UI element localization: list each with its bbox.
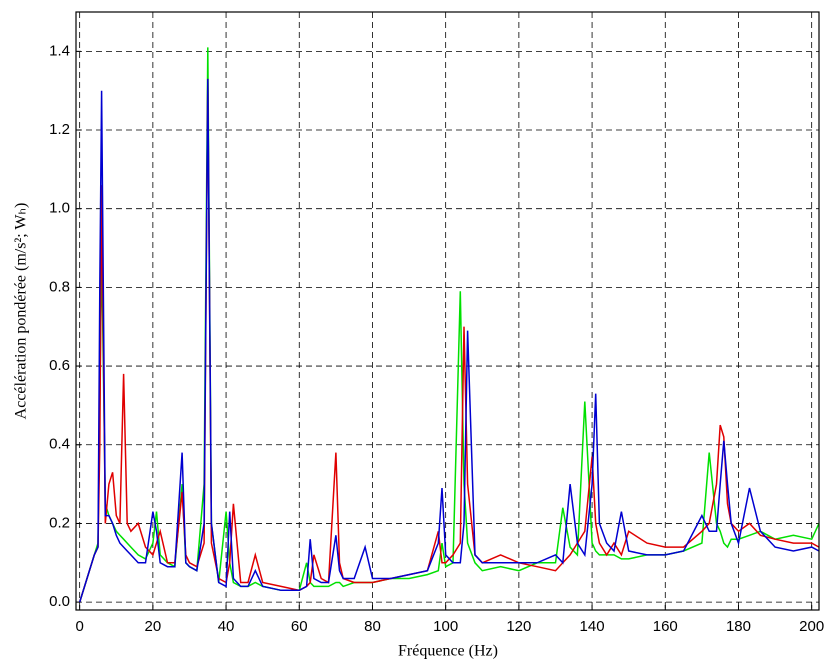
x-tick-label: 140 <box>580 618 605 635</box>
y-tick-label: 1.2 <box>49 121 70 138</box>
y-tick-label: 1.4 <box>49 42 70 59</box>
x-tick-label: 120 <box>506 618 531 635</box>
x-axis-title: Fréquence (Hz) <box>398 643 498 660</box>
plot-frame <box>75 11 820 611</box>
x-tick-label: 60 <box>291 618 308 635</box>
x-tick-label: 20 <box>145 618 162 635</box>
x-tick-label: 0 <box>75 618 83 635</box>
data-line <box>78 78 820 603</box>
x-tick-label: 200 <box>799 618 824 635</box>
y-tick-label: 1.0 <box>49 200 70 217</box>
y-axis-title: Accélération pondérée (m/s²; Wₕ) <box>13 203 30 420</box>
y-tick-label: 0.2 <box>49 514 70 531</box>
y-tick-label: 0.4 <box>49 436 70 453</box>
y-tick-label: 0.0 <box>49 593 70 610</box>
y-tick-label: 0.8 <box>49 278 70 295</box>
y-tick-label: 0.6 <box>49 357 70 374</box>
x-tick-label: 160 <box>653 618 678 635</box>
x-tick-label: 180 <box>726 618 751 635</box>
x-tick-label: 80 <box>364 618 381 635</box>
x-tick-label: 100 <box>433 618 458 635</box>
data-line <box>78 47 820 603</box>
x-tick-label: 40 <box>218 618 235 635</box>
